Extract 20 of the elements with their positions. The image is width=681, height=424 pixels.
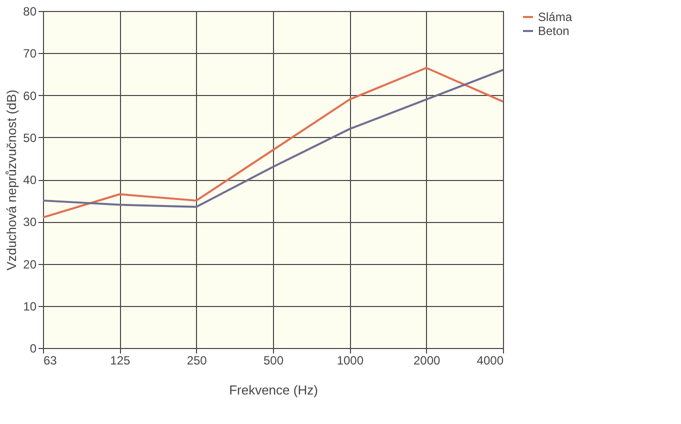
x-tick-label: 125 (110, 354, 130, 368)
x-axis-title: Frekvence (Hz) (229, 382, 318, 398)
y-tick-label: 50 (23, 130, 37, 145)
legend-label: Sláma (538, 10, 572, 24)
x-tick-label: 2000 (413, 354, 441, 368)
x-tick-label: 63 (44, 354, 58, 368)
x-tick-label: 500 (263, 354, 284, 368)
x-tick-label: 250 (186, 354, 208, 368)
y-tick-label: 70 (23, 46, 37, 61)
y-axis-title: Vzduchová neprůzvučnost (dB) (4, 90, 20, 270)
legend-label: Beton (538, 24, 570, 38)
y-tick-label: 60 (23, 88, 37, 103)
y-tick-label: 20 (23, 257, 37, 272)
y-tick-label: 80 (23, 4, 37, 18)
y-tick-label: 40 (23, 173, 37, 187)
y-tick-label: 30 (23, 215, 37, 230)
y-tick-label: 0 (30, 342, 37, 356)
x-tick-label: 1000 (336, 354, 364, 368)
x-tick-label: 4000 (476, 354, 504, 368)
y-tick-label: 10 (23, 299, 37, 314)
